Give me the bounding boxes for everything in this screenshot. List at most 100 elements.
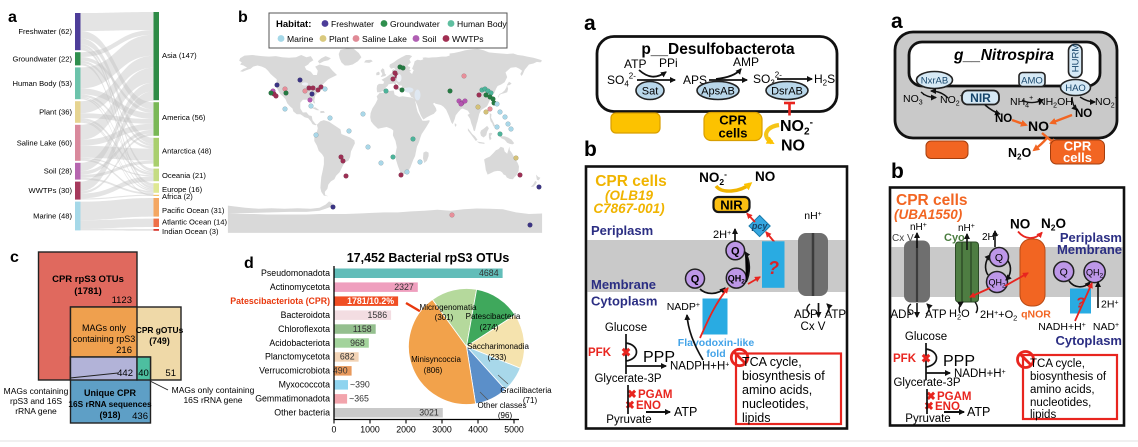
svg-text:3000: 3000 xyxy=(432,425,452,435)
svg-text:(1781): (1781) xyxy=(74,286,101,297)
svg-text:Q: Q xyxy=(1060,267,1068,279)
svg-text:NH2OH: NH2OH xyxy=(1038,96,1073,110)
svg-text:lipids: lipids xyxy=(742,411,771,425)
svg-text:Saccharimonadia: Saccharimonadia xyxy=(467,342,529,351)
svg-text:Pseudomonadota: Pseudomonadota xyxy=(261,268,330,278)
svg-text:Unique CPR: Unique CPR xyxy=(84,388,137,398)
svg-text:2000: 2000 xyxy=(396,425,416,435)
svg-text:Cx V: Cx V xyxy=(892,233,914,244)
svg-text:PFK: PFK xyxy=(588,347,612,359)
svg-text:DsrAB: DsrAB xyxy=(771,86,803,98)
svg-text:Q: Q xyxy=(731,246,740,258)
svg-text:NADH+H+: NADH+H+ xyxy=(954,368,1006,380)
svg-text:Oceania (21): Oceania (21) xyxy=(162,171,206,180)
svg-text:NO3-: NO3- xyxy=(903,92,926,107)
svg-text:C7867-001): C7867-001) xyxy=(593,201,665,216)
svg-text:fold: fold xyxy=(706,348,725,360)
svg-text:d: d xyxy=(244,255,254,272)
svg-text:NO: NO xyxy=(755,169,775,184)
svg-text:Saline Lake: Saline Lake xyxy=(362,34,407,44)
svg-text:2H+: 2H+ xyxy=(713,229,731,241)
svg-text:America (56): America (56) xyxy=(162,113,206,122)
svg-text:40: 40 xyxy=(138,368,149,379)
svg-text:PFK: PFK xyxy=(893,353,917,365)
svg-text:pcy: pcy xyxy=(751,221,769,231)
svg-text:Acidobacteriota: Acidobacteriota xyxy=(269,338,330,348)
svg-text:0: 0 xyxy=(332,425,337,435)
svg-text:NxrAB: NxrAB xyxy=(921,76,948,87)
svg-text:biosynthesis of: biosynthesis of xyxy=(1030,371,1107,383)
svg-text:5000: 5000 xyxy=(504,425,524,435)
svg-text:PPP: PPP xyxy=(943,353,975,370)
svg-text:Q: Q xyxy=(995,252,1003,264)
svg-text:✖: ✖ xyxy=(627,389,637,401)
svg-text:NO: NO xyxy=(995,113,1012,125)
svg-text:WWTPs (30): WWTPs (30) xyxy=(29,186,73,195)
svg-text:Groundwater (22): Groundwater (22) xyxy=(12,54,72,63)
svg-text:Human Body (53): Human Body (53) xyxy=(12,79,72,88)
svg-text:Gemmatimonadota: Gemmatimonadota xyxy=(255,394,330,404)
svg-text:a: a xyxy=(584,12,596,35)
svg-text:b: b xyxy=(891,160,904,183)
svg-text:Plant (36): Plant (36) xyxy=(39,108,72,117)
svg-text:H2O: H2O xyxy=(949,308,970,322)
svg-text:ENO: ENO xyxy=(935,401,960,413)
svg-text:216: 216 xyxy=(116,345,132,356)
svg-text:(301): (301) xyxy=(435,313,454,322)
svg-text:nH+: nH+ xyxy=(958,223,975,234)
svg-text:Freshwater: Freshwater xyxy=(331,19,374,29)
svg-text:nucleotides,: nucleotides, xyxy=(1030,397,1091,409)
svg-text:b: b xyxy=(238,9,248,26)
svg-text:Asia (147): Asia (147) xyxy=(162,51,197,60)
svg-text:HAO: HAO xyxy=(1065,83,1086,94)
svg-text:16S rRNA sequences: 16S rRNA sequences xyxy=(68,399,152,409)
svg-text:rRNA gene: rRNA gene xyxy=(15,406,57,416)
svg-text:(OLB19: (OLB19 xyxy=(605,188,654,203)
svg-text:(806): (806) xyxy=(424,366,443,375)
svg-text:682: 682 xyxy=(340,352,355,362)
svg-text:MAGs only: MAGs only xyxy=(82,323,127,333)
svg-text:nucleotides,: nucleotides, xyxy=(742,397,809,411)
svg-text:(233): (233) xyxy=(488,353,507,362)
svg-text:TCA cycle,: TCA cycle, xyxy=(742,355,802,369)
svg-text:Bacteroidota: Bacteroidota xyxy=(281,310,330,320)
svg-text:ATP: ATP xyxy=(624,57,646,71)
svg-text:4000: 4000 xyxy=(468,425,488,435)
svg-text:amino acids,: amino acids, xyxy=(1030,384,1095,396)
svg-text:✖: ✖ xyxy=(921,352,931,366)
svg-text:1158: 1158 xyxy=(353,324,372,334)
svg-text:NIR: NIR xyxy=(720,198,743,213)
svg-text:PPP: PPP xyxy=(643,349,675,366)
svg-text:Q: Q xyxy=(691,274,700,286)
svg-text:lipids: lipids xyxy=(1030,409,1056,421)
svg-text:H2S: H2S xyxy=(814,72,835,88)
svg-text:436: 436 xyxy=(132,411,148,422)
svg-text:Cx V: Cx V xyxy=(801,321,826,333)
svg-text:ATP: ATP xyxy=(674,405,697,419)
svg-text:CPR cells: CPR cells xyxy=(595,173,667,190)
svg-text:c: c xyxy=(10,249,19,266)
svg-text:QH2: QH2 xyxy=(1086,268,1104,280)
svg-text:16S rRNA gene: 16S rRNA gene xyxy=(183,395,242,405)
svg-text:ADP: ADP xyxy=(794,309,818,321)
svg-text:TCA cycle,: TCA cycle, xyxy=(1030,358,1085,370)
svg-text:biosynthesis of: biosynthesis of xyxy=(742,369,825,383)
svg-text:1586: 1586 xyxy=(368,310,388,320)
svg-text:Flavodoxin-like: Flavodoxin-like xyxy=(678,337,755,349)
svg-text:PPi: PPi xyxy=(659,56,678,70)
svg-text:CPR: CPR xyxy=(1064,139,1092,154)
svg-text:PGAM: PGAM xyxy=(937,391,972,403)
svg-text:Plant: Plant xyxy=(329,34,349,44)
svg-text:NO2-: NO2- xyxy=(1095,95,1118,110)
svg-text:3021: 3021 xyxy=(419,408,439,418)
svg-text:Verrucomicrobiota: Verrucomicrobiota xyxy=(259,366,330,376)
svg-text:Glycerate-3P: Glycerate-3P xyxy=(893,377,960,389)
svg-text:QH2: QH2 xyxy=(988,278,1006,290)
svg-text:(96): (96) xyxy=(498,411,513,420)
svg-text:ATP: ATP xyxy=(925,309,947,321)
svg-text:ATP: ATP xyxy=(825,309,847,321)
svg-text:Marine (48): Marine (48) xyxy=(33,212,72,221)
svg-text:CPR gOTUs: CPR gOTUs xyxy=(136,325,184,335)
svg-text:(274): (274) xyxy=(480,323,499,332)
svg-text:Cytoplasm: Cytoplasm xyxy=(591,294,657,309)
